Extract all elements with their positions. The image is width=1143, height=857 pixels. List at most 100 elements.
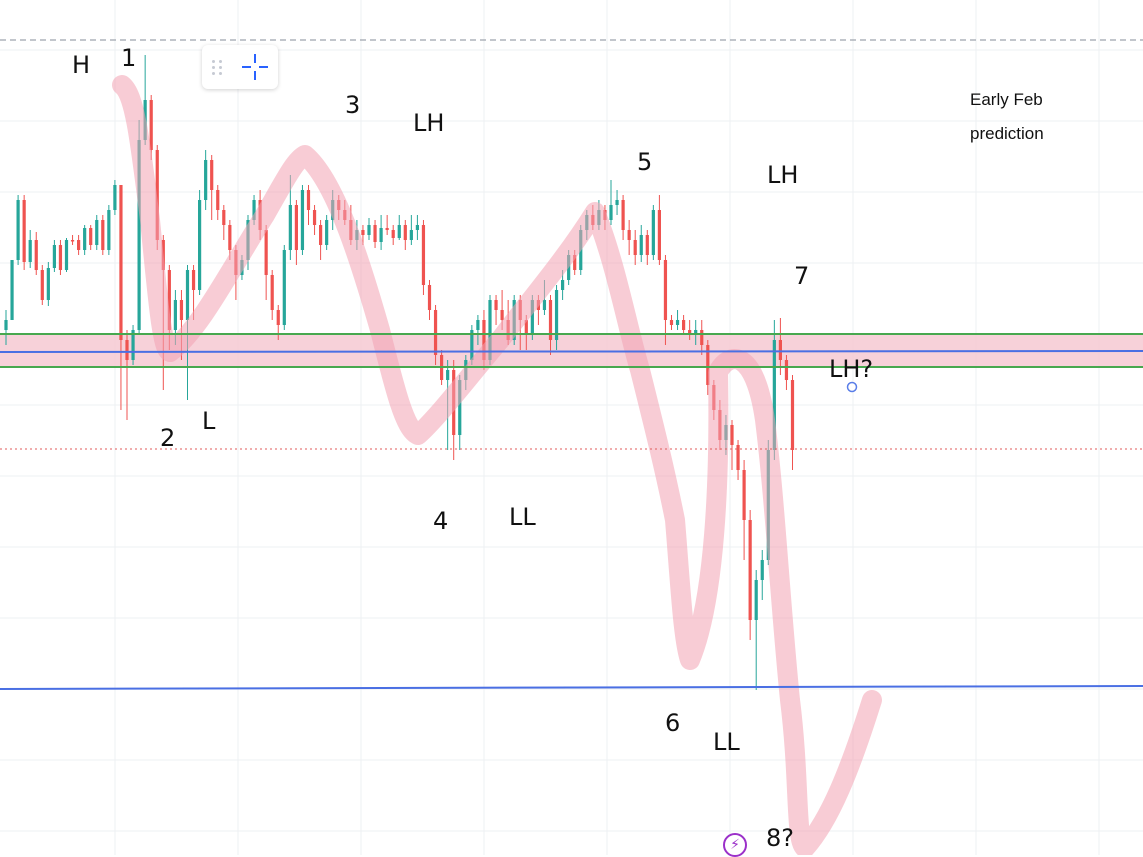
candle-body (252, 200, 256, 220)
candle-body (361, 230, 365, 235)
candle-body (675, 320, 680, 325)
candle-body (155, 150, 159, 240)
candle-body (627, 230, 631, 240)
candle-body (204, 160, 208, 200)
candle-body (754, 580, 758, 620)
candle-body (778, 340, 782, 360)
candle-body (216, 190, 220, 210)
anchor-point[interactable] (846, 381, 858, 393)
candle-body (131, 330, 135, 360)
candle-body (760, 560, 764, 580)
candle-body (446, 370, 450, 380)
candle-body (567, 255, 571, 280)
candle-body (312, 210, 317, 225)
candle-body (58, 245, 63, 270)
candle-body (500, 310, 504, 320)
candle-body (415, 225, 419, 230)
candle-body (137, 140, 141, 330)
candle-body (95, 220, 99, 245)
candle-body (101, 220, 105, 250)
candle-body (561, 280, 565, 290)
candle-body (706, 345, 710, 385)
candle-body (694, 330, 698, 335)
candle-body (77, 240, 81, 250)
candle-body (119, 185, 123, 340)
candle-body (615, 200, 619, 205)
candle-body (294, 205, 298, 250)
candle-body (173, 300, 177, 330)
note-prediction: prediction (970, 124, 1044, 143)
candle-body (191, 270, 196, 290)
candle-body (198, 200, 202, 290)
candle-body (379, 228, 383, 242)
label-2: 2 (160, 424, 175, 452)
candle-body (458, 380, 462, 435)
candle-body (222, 210, 226, 225)
candle-body (633, 240, 637, 255)
candle-body (554, 290, 559, 340)
candle-body (542, 300, 547, 310)
candle-body (325, 220, 329, 245)
candle-body (639, 235, 643, 255)
candle-body (427, 285, 432, 310)
label-3: 3 (345, 91, 360, 119)
candle-body (548, 300, 553, 340)
candle-body (89, 228, 93, 245)
candle-body (185, 270, 190, 320)
candle-body (300, 190, 305, 250)
candle-body (790, 380, 795, 450)
candle-body (270, 275, 274, 310)
blue-level-line-lower[interactable] (0, 685, 1143, 690)
candle-body (16, 200, 20, 260)
candle-body (22, 200, 26, 262)
drawing-toolbar (202, 45, 278, 89)
candle-body (409, 230, 413, 240)
candle-body (784, 360, 789, 380)
candle-body (228, 225, 232, 250)
candle-body (772, 340, 776, 450)
candle-body (113, 185, 117, 210)
candle-body (10, 260, 14, 320)
label-7: 7 (794, 262, 809, 290)
candle-body (52, 245, 56, 268)
label-lh-2: LH (767, 161, 798, 189)
candle-body (46, 268, 50, 300)
candle-body (651, 210, 655, 255)
note-early-feb: Early Feb (970, 90, 1043, 109)
candle-body (609, 205, 613, 220)
drag-handle-icon[interactable] (210, 57, 224, 77)
candle-body (748, 520, 752, 620)
candle-body (421, 225, 426, 285)
candle-body (397, 225, 401, 238)
candle-body (83, 228, 87, 250)
label-lh-question: LH? (829, 355, 873, 383)
candle-body (573, 255, 577, 270)
label-4: 4 (433, 507, 448, 535)
candle-body (288, 205, 292, 250)
candle-body (482, 320, 486, 360)
label-h: H (72, 51, 90, 79)
candle-body (403, 225, 407, 240)
candle-body (167, 270, 171, 330)
candle-body (34, 240, 38, 270)
candle-body (470, 330, 474, 360)
label-ll-2: LL (713, 728, 740, 756)
candle-body (682, 320, 686, 330)
lightning-icon[interactable]: ⚡ (723, 833, 747, 857)
candle-body (742, 470, 746, 520)
label-5: 5 (637, 148, 652, 176)
blue-level-line-upper[interactable] (0, 350, 1143, 353)
candle-body (700, 330, 704, 345)
candle-body (107, 210, 111, 250)
candle-body (64, 240, 69, 270)
candle-body (28, 240, 32, 262)
candle-body (367, 225, 371, 235)
candle-body (210, 160, 214, 190)
crosshair-icon[interactable] (240, 52, 270, 82)
candle-body (385, 228, 389, 230)
candle-body (621, 200, 625, 230)
candle-body (264, 230, 268, 275)
candle-body (494, 300, 498, 310)
candle-body (40, 270, 44, 300)
